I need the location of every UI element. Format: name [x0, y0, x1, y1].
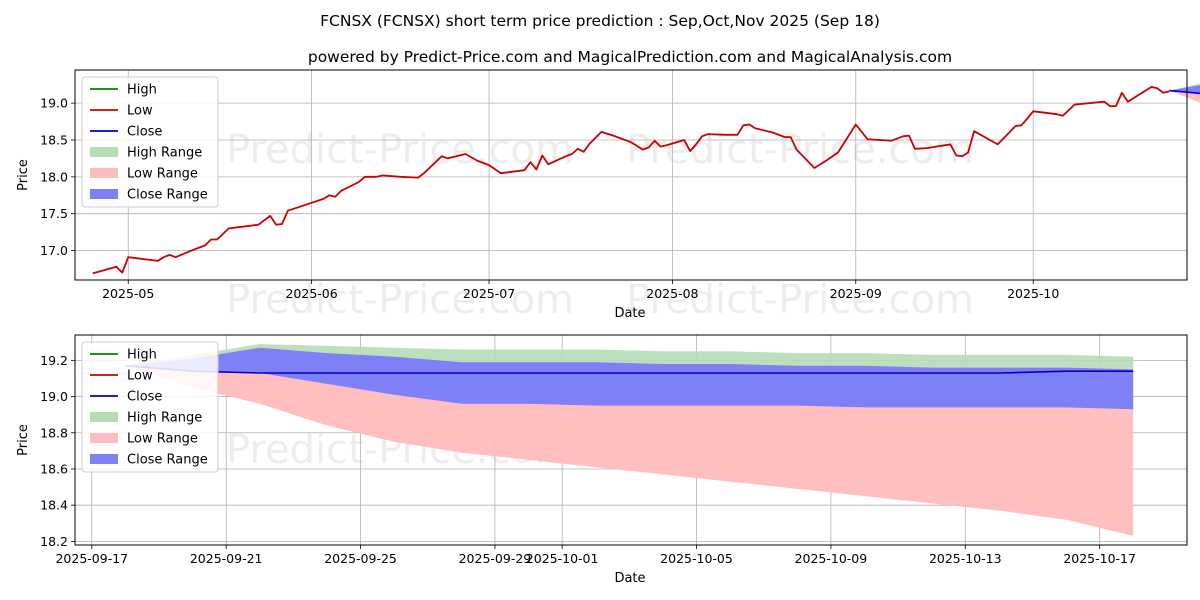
- bottom-x-tick-label: 2025-10-13: [929, 551, 1002, 566]
- bottom-legend-label-low: Low: [127, 369, 153, 384]
- bottom-y-tick-label: 18.2: [40, 534, 68, 549]
- bottom-y-tick-label: 18.8: [40, 425, 68, 440]
- top-x-tick-label: 2025-05: [102, 286, 154, 301]
- bottom-legend-swatch-high-range: [90, 412, 118, 422]
- bottom-y-tick-label: 18.6: [40, 461, 68, 476]
- top-plot-area: [75, 70, 1187, 280]
- bottom-legend-label-low-range: Low Range: [127, 432, 198, 447]
- chart-title: FCNSX (FCNSX) short term price predictio…: [320, 12, 880, 30]
- top-x-axis-label: Date: [614, 306, 645, 321]
- top-x-tick-label: 2025-10: [1007, 286, 1059, 301]
- bottom-low-range-area: [125, 365, 1134, 536]
- bottom-legend: High Low Close High Range Low Range Close Ran…: [81, 341, 219, 473]
- top-watermark-2: Predict-Price.com: [626, 127, 974, 173]
- bottom-x-tick-label: 2025-10-01: [526, 551, 599, 566]
- top-x-tick-label: 2025-07: [463, 286, 515, 301]
- bottom-chart: Predict-Price.com Predict-Price.com 2025…: [16, 334, 1188, 586]
- top-legend: High Low Close High Range Low Range Close Ran…: [81, 76, 219, 208]
- top-close-series-line: [1169, 89, 1200, 95]
- bottom-legend-label-close-range: Close Range: [127, 453, 208, 468]
- top-plot-frame: [74, 69, 1188, 281]
- top-legend-label-close: Close: [127, 125, 162, 140]
- top-legend-label-high-range: High Range: [127, 146, 202, 161]
- chart-subtitle: powered by Predict-Price.com and Magical…: [308, 48, 952, 66]
- top-legend-swatch-close-range: [90, 189, 118, 199]
- top-y-tick-label: 18.5: [40, 133, 68, 148]
- top-watermark-3: Predict-Price.com: [226, 277, 574, 323]
- top-chart: Predict-Price.com Predict-Price.com Pred…: [16, 69, 1200, 323]
- top-y-axis-label: Price: [16, 159, 31, 191]
- bottom-plot-frame: [74, 334, 1188, 546]
- top-y-tick-label: 17.5: [40, 206, 68, 221]
- top-y-tick-label: 18.0: [40, 169, 68, 184]
- bottom-legend-label-high-range: High Range: [127, 411, 202, 426]
- top-legend-label-close-range: Close Range: [127, 188, 208, 203]
- top-y-tick-label: 19.0: [40, 96, 68, 111]
- bottom-y-tick-label: 18.4: [40, 498, 68, 513]
- bottom-x-tick-label: 2025-09-25: [324, 551, 397, 566]
- bottom-x-tick-label: 2025-10-09: [795, 551, 868, 566]
- bottom-y-tick-label: 19.2: [40, 353, 68, 368]
- top-x-tick-label: 2025-08: [646, 286, 698, 301]
- top-low-series-line: [92, 86, 1170, 275]
- top-legend-label-low-range: Low Range: [127, 167, 198, 182]
- top-watermark-1: Predict-Price.com: [226, 127, 574, 173]
- top-legend-label-high: High: [127, 83, 157, 98]
- top-legend-swatch-low-range: [90, 168, 118, 178]
- top-watermark-4: Predict-Price.com: [626, 277, 974, 323]
- top-x-tick-label: 2025-06: [285, 286, 337, 301]
- bottom-legend-swatch-low-range: [90, 433, 118, 443]
- bottom-x-tick-label: 2025-10-17: [1063, 551, 1136, 566]
- bottom-x-axis-label: Date: [614, 571, 645, 586]
- bottom-legend-label-high: High: [127, 348, 157, 363]
- top-x-tick-label: 2025-09: [830, 286, 882, 301]
- bottom-close-series-line: [125, 365, 1134, 374]
- bottom-y-tick-label: 19.0: [40, 389, 68, 404]
- bottom-y-axis-label: Price: [16, 424, 31, 456]
- top-legend-label-low: Low: [127, 104, 153, 119]
- top-y-tick-label: 17.0: [40, 243, 68, 258]
- bottom-x-tick-label: 2025-09-21: [190, 551, 263, 566]
- bottom-legend-label-close: Close: [127, 390, 162, 405]
- top-low-range-area: [1169, 90, 1200, 103]
- bottom-close-range-area: [125, 347, 1134, 410]
- bottom-x-tick-label: 2025-09-29: [459, 551, 532, 566]
- bottom-legend-swatch-close-range: [90, 454, 118, 464]
- bottom-x-tick-label: 2025-10-05: [660, 551, 733, 566]
- top-legend-swatch-high-range: [90, 147, 118, 157]
- bottom-x-tick-label: 2025-09-17: [55, 551, 128, 566]
